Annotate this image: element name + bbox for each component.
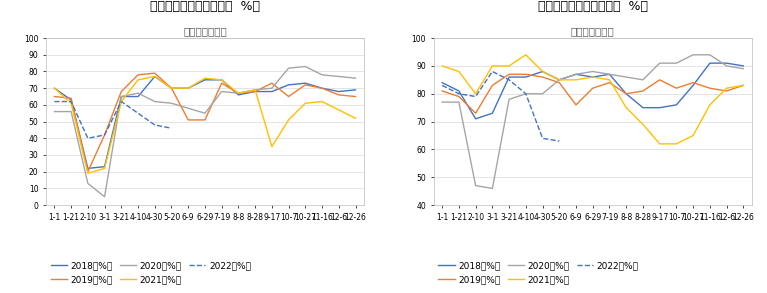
Title: 江浙织机开工率: 江浙织机开工率 (183, 26, 227, 36)
Legend: 2018（%）, 2019（%）, 2020（%）, 2021（%）, 2022（%）: 2018（%）, 2019（%）, 2020（%）, 2021（%）, 2022… (438, 262, 639, 284)
Title: 涤纶短纤开工率: 涤纶短纤开工率 (571, 26, 614, 36)
Legend: 2018（%）, 2019（%）, 2020（%）, 2021（%）, 2022（%）: 2018（%）, 2019（%）, 2020（%）, 2021（%）, 2022… (51, 262, 251, 284)
Text: 涤纶短纤开工率（单位：  %）: 涤纶短纤开工率（单位： %） (538, 0, 648, 13)
Text: 江浙织机开工率（单位：  %）: 江浙织机开工率（单位： %） (150, 0, 260, 13)
